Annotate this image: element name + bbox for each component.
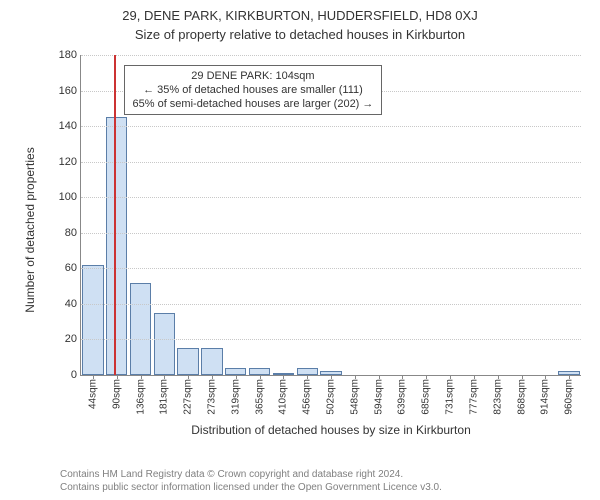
annotation-line: 29 DENE PARK: 104sqm — [133, 69, 374, 83]
plot-area: 44sqm90sqm136sqm181sqm227sqm273sqm319sqm… — [80, 55, 581, 376]
bar — [201, 348, 222, 375]
y-tick-label: 60 — [65, 262, 81, 274]
x-tick-label: 868sqm — [516, 375, 527, 415]
bar-slot: 823sqm — [486, 55, 510, 375]
bar — [82, 265, 103, 375]
x-tick-label: 777sqm — [468, 375, 479, 415]
bar-slot: 868sqm — [510, 55, 534, 375]
page-title: 29, DENE PARK, KIRKBURTON, HUDDERSFIELD,… — [0, 0, 600, 23]
annotation-line: ← 35% of detached houses are smaller (11… — [133, 83, 374, 97]
bar-slot: 639sqm — [391, 55, 415, 375]
y-tick-label: 140 — [59, 120, 81, 132]
gridline — [81, 197, 581, 198]
annotation-line: 65% of semi-detached houses are larger (… — [133, 97, 374, 111]
bar-slot: 960sqm — [557, 55, 581, 375]
footer-line-1: Contains HM Land Registry data © Crown c… — [60, 468, 442, 481]
y-tick-label: 180 — [59, 49, 81, 61]
y-tick-label: 120 — [59, 156, 81, 168]
chart-area: Number of detached properties 44sqm90sqm… — [50, 55, 580, 405]
x-tick-label: 136sqm — [135, 375, 146, 415]
y-tick-label: 80 — [65, 227, 81, 239]
x-tick-label: 456sqm — [302, 375, 313, 415]
gridline — [81, 339, 581, 340]
x-tick-label: 639sqm — [397, 375, 408, 415]
x-axis-label: Distribution of detached houses by size … — [81, 423, 581, 437]
x-tick-label: 502sqm — [326, 375, 337, 415]
bar — [249, 368, 270, 375]
y-tick-label: 20 — [65, 333, 81, 345]
y-tick-label: 100 — [59, 191, 81, 203]
annotation-box: 29 DENE PARK: 104sqm← 35% of detached ho… — [124, 65, 383, 116]
gridline — [81, 304, 581, 305]
x-tick-label: 44sqm — [87, 375, 98, 409]
page-subtitle: Size of property relative to detached ho… — [0, 23, 600, 42]
x-tick-label: 594sqm — [373, 375, 384, 415]
gridline — [81, 233, 581, 234]
bar-slot: 914sqm — [533, 55, 557, 375]
x-tick-label: 914sqm — [540, 375, 551, 415]
bar — [177, 348, 198, 375]
gridline — [81, 55, 581, 56]
bar — [154, 313, 175, 375]
x-tick-label: 960sqm — [564, 375, 575, 415]
bar-slot: 44sqm — [81, 55, 105, 375]
x-tick-label: 548sqm — [349, 375, 360, 415]
x-tick-label: 823sqm — [492, 375, 503, 415]
bar — [130, 283, 151, 375]
x-tick-label: 181sqm — [159, 375, 170, 415]
y-axis-label: Number of detached properties — [23, 147, 37, 312]
x-tick-label: 365sqm — [254, 375, 265, 415]
gridline — [81, 162, 581, 163]
gridline — [81, 126, 581, 127]
x-tick-label: 731sqm — [445, 375, 456, 415]
x-tick-label: 319sqm — [230, 375, 241, 415]
x-tick-label: 227sqm — [183, 375, 194, 415]
gridline — [81, 268, 581, 269]
bar-slot: 731sqm — [438, 55, 462, 375]
chart-container: 29, DENE PARK, KIRKBURTON, HUDDERSFIELD,… — [0, 0, 600, 500]
y-tick-label: 0 — [71, 369, 81, 381]
x-tick-label: 273sqm — [206, 375, 217, 415]
footer-text: Contains HM Land Registry data © Crown c… — [60, 468, 442, 494]
y-tick-label: 160 — [59, 85, 81, 97]
y-tick-label: 40 — [65, 298, 81, 310]
bar-slot: 685sqm — [414, 55, 438, 375]
x-tick-label: 410sqm — [278, 375, 289, 415]
bar — [225, 368, 246, 375]
marker-line — [114, 55, 116, 375]
footer-line-2: Contains public sector information licen… — [60, 481, 442, 494]
bar — [106, 117, 127, 375]
bar — [297, 368, 318, 375]
x-tick-label: 90sqm — [111, 375, 122, 409]
x-tick-label: 685sqm — [421, 375, 432, 415]
bar-slot: 777sqm — [462, 55, 486, 375]
